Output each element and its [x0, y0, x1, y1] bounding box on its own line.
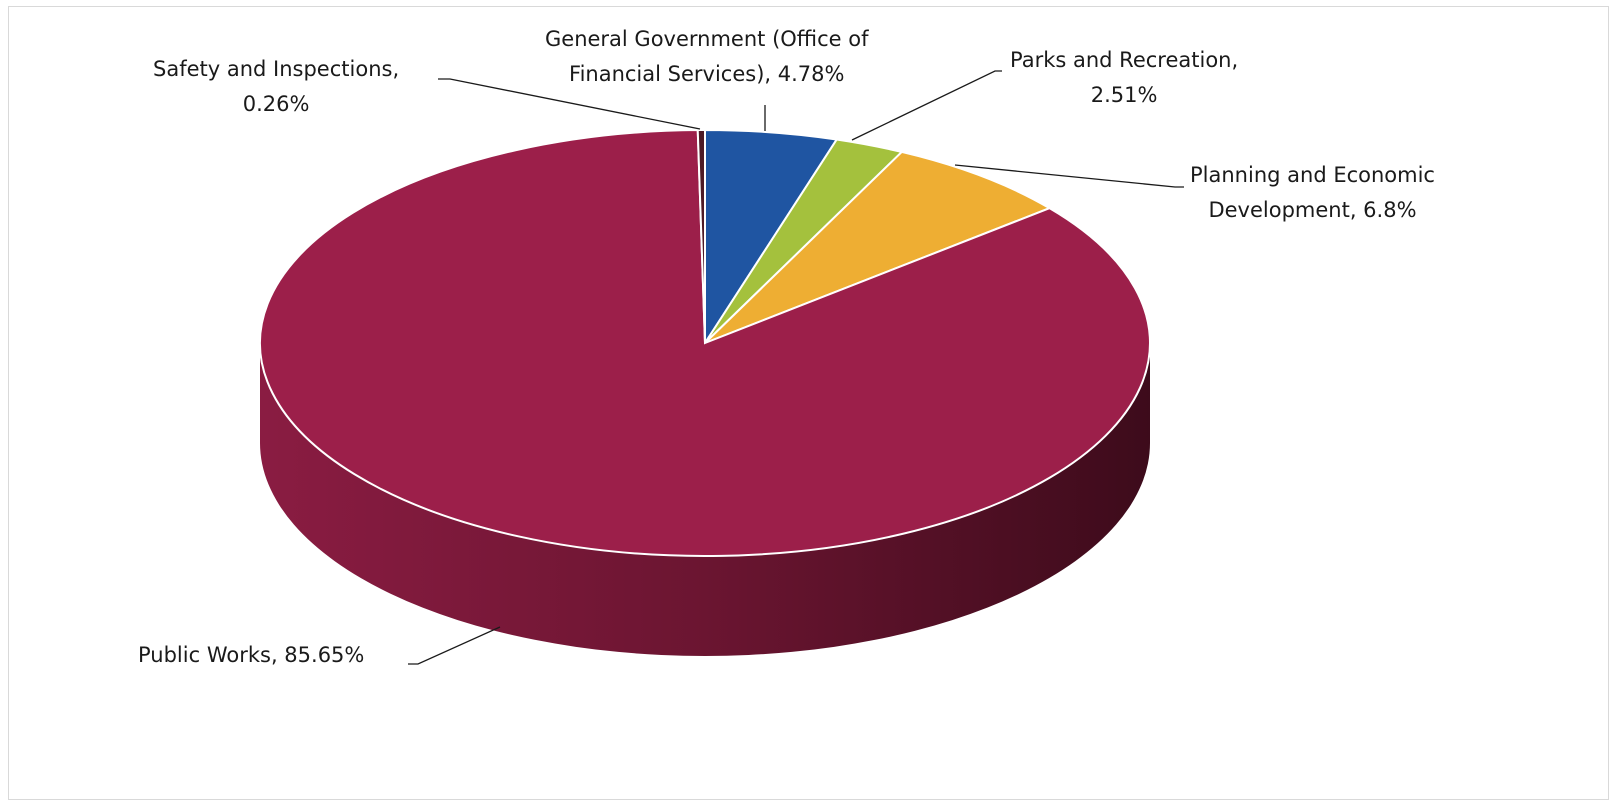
- label-safety-and-inspections: Safety and Inspections, 0.26%: [153, 57, 400, 116]
- label-public-works: Public Works, 85.65%: [138, 643, 365, 667]
- pie-sides: [260, 343, 1150, 656]
- slice-safety-and-inspections: [696, 128, 706, 344]
- leader-line-planning-and-economic-development: [954, 164, 1184, 188]
- leader-line-parks-and-recreation: [851, 70, 1002, 141]
- slice-planning-and-economic-development: [704, 150, 1052, 344]
- leader-line-public-works: [408, 626, 501, 665]
- label-planning-and-economic-development: Planning and Economic Development, 6.8%: [1190, 163, 1435, 222]
- pie-side-band: [260, 343, 1150, 656]
- leader-lines: [408, 70, 1184, 665]
- label-general-government: General Government (Office of Financial …: [545, 27, 869, 86]
- leader-line-safety-and-inspections: [438, 78, 701, 130]
- label-parks-and-recreation: Parks and Recreation, 2.51%: [1010, 48, 1239, 107]
- pie-slices: [259, 128, 1151, 557]
